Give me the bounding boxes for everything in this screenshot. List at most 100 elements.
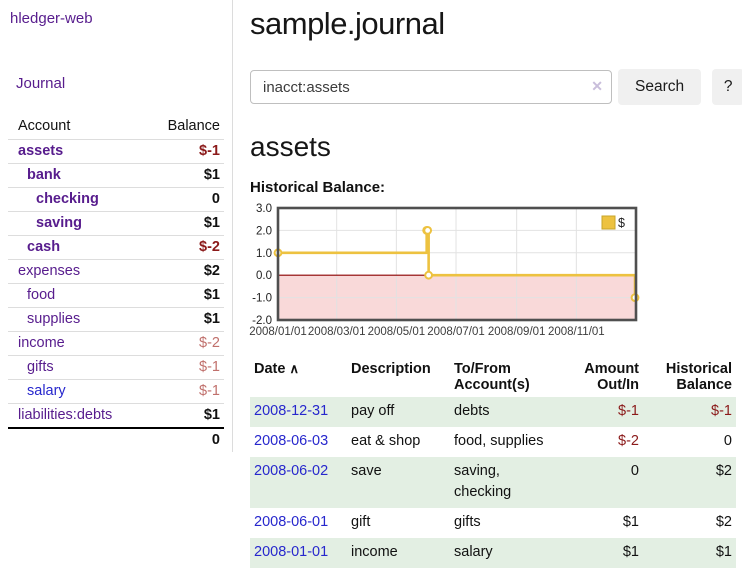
- account-row: expenses $2: [8, 259, 224, 284]
- x-axis-tick-label: 2008/01/01: [249, 326, 307, 338]
- data-point-marker: [423, 226, 433, 235]
- transaction-description: eat & shop: [351, 433, 421, 450]
- account-balance: $-1: [140, 139, 224, 164]
- sidebar-item-journal[interactable]: Journal: [16, 75, 66, 92]
- transaction-description: income: [347, 538, 450, 569]
- account-link[interactable]: gifts: [27, 359, 54, 375]
- search-input[interactable]: [250, 70, 612, 104]
- chart-x-axis-labels: 2008/01/01 2008/03/01 2008/05/01 2008/07/01…: [249, 326, 648, 341]
- transaction-balance: $-1: [643, 397, 736, 428]
- transaction-description: save: [347, 457, 450, 509]
- transaction-balance: $2: [643, 457, 736, 509]
- accounts-header-balance: Balance: [167, 118, 220, 134]
- account-link[interactable]: liabilities:debts: [18, 407, 113, 423]
- transaction-date-link[interactable]: 2008-06-03: [254, 433, 329, 450]
- account-row: bank $1: [8, 163, 224, 188]
- account-balance: $-2: [140, 331, 224, 356]
- search-form: ✕ Search ?: [250, 69, 742, 105]
- transaction-amount: $-2: [618, 433, 639, 450]
- account-link[interactable]: bank: [27, 167, 61, 183]
- brand-link[interactable]: hledger-web: [10, 10, 93, 27]
- register-header-accounts: To/From Account(s): [454, 361, 530, 393]
- account-balance: $1: [140, 403, 224, 428]
- chart-canvas: 3.0 2.0 1.0 0.0 -1.0 -2.0 $: [252, 203, 640, 327]
- account-row: saving $1: [8, 211, 224, 236]
- x-axis-tick-label: 2008/07/01: [427, 326, 485, 338]
- account-balance: 0: [140, 187, 224, 212]
- account-link[interactable]: checking: [36, 191, 99, 207]
- clear-search-icon[interactable]: ✕: [591, 78, 603, 94]
- register-row: 2008-01-01 income salary $1 $1: [250, 538, 736, 569]
- y-axis-tick-label: 1.0: [256, 248, 272, 260]
- transaction-accounts: food, supplies: [454, 433, 544, 450]
- transaction-description: pay off: [347, 397, 450, 428]
- transaction-amount: $1: [622, 514, 639, 531]
- y-axis-tick-label: -2.0: [252, 315, 272, 327]
- account-row: checking 0: [8, 187, 224, 212]
- transaction-accounts: gifts: [454, 514, 481, 531]
- plot-border: [276, 206, 638, 322]
- account-link[interactable]: income: [18, 335, 65, 351]
- transaction-accounts: debts: [450, 397, 566, 428]
- help-button[interactable]: ?: [712, 69, 742, 105]
- sidebar: hledger-web Journal Account Balance asse…: [0, 0, 233, 452]
- account-balance: $1: [140, 307, 224, 332]
- transaction-balance: $2: [715, 514, 732, 531]
- y-axis-tick-label: 2.0: [256, 225, 272, 237]
- transaction-date-link[interactable]: 2008-06-01: [254, 514, 329, 531]
- accounts-table: Account Balance assets $-1 bank $1 checking 0…: [8, 114, 224, 452]
- register-header-balance: Historical Balance: [665, 361, 732, 393]
- data-point-marker: [424, 270, 434, 280]
- register-table: Date ∧ Description To/From Account(s) Amo…: [250, 359, 736, 569]
- account-row: salary $-1: [8, 379, 224, 404]
- account-link[interactable]: expenses: [18, 263, 81, 279]
- account-link[interactable]: salary: [27, 383, 66, 399]
- account-row: food $1: [8, 283, 224, 308]
- accounts-header-account: Account: [18, 118, 71, 134]
- account-heading: assets: [250, 131, 331, 162]
- register-row: 2008-12-31 pay off debts $-1 $-1: [250, 397, 736, 428]
- account-balance: $2: [140, 259, 224, 284]
- y-axis-tick-label: 3.0: [256, 203, 272, 215]
- account-balance: $-1: [140, 355, 224, 380]
- transaction-date-link[interactable]: 2008-01-01: [254, 544, 329, 561]
- legend-swatch: [601, 215, 616, 230]
- account-row: income $-2: [8, 331, 224, 356]
- account-balance: $-1: [140, 379, 224, 404]
- account-link[interactable]: cash: [27, 239, 61, 255]
- x-axis-tick-label: 2008/11/01: [547, 326, 605, 338]
- register-header-date[interactable]: Date ∧: [254, 361, 299, 377]
- register-header-amount: Amount Out/In: [584, 361, 639, 393]
- account-link[interactable]: assets: [18, 143, 64, 159]
- transaction-amount: $1: [566, 538, 643, 569]
- account-row: gifts $-1: [8, 355, 224, 380]
- historical-balance-chart[interactable]: 3.0 2.0 1.0 0.0 -1.0 -2.0 $ 2008/01/01 2008/03/…: [249, 203, 648, 341]
- account-row: liabilities:debts $1: [8, 403, 224, 428]
- account-balance: $1: [140, 283, 224, 308]
- account-link[interactable]: supplies: [27, 311, 81, 327]
- account-balance: $-2: [140, 235, 224, 260]
- main-content: sample.journal ✕ Search ? assets Histori…: [233, 0, 742, 582]
- page-title: sample.journal: [250, 6, 445, 41]
- transaction-amount: 0: [566, 457, 643, 509]
- register-row: 2008-06-03 eat & shop food, supplies $-2 0: [250, 427, 736, 457]
- sort-asc-icon: ∧: [289, 361, 299, 376]
- account-link[interactable]: food: [27, 287, 56, 303]
- transaction-balance: $1: [643, 538, 736, 569]
- y-axis-tick-label: -1.0: [252, 293, 272, 305]
- account-balance: $1: [140, 211, 224, 236]
- search-box: ✕: [250, 70, 612, 104]
- transaction-balance: 0: [723, 433, 732, 450]
- y-axis-tick-label: 0.0: [256, 270, 272, 282]
- transaction-date-link[interactable]: 2008-12-31: [254, 403, 329, 419]
- account-row: assets $-1: [8, 139, 224, 164]
- account-link[interactable]: saving: [36, 215, 82, 231]
- register-row: 2008-06-01 gift gifts $1 $2: [250, 508, 736, 538]
- register-header-description: Description: [351, 361, 431, 377]
- transaction-date-link[interactable]: 2008-06-02: [254, 463, 329, 480]
- search-button[interactable]: Search: [618, 69, 702, 105]
- x-axis-tick-label: 2008/03/01: [307, 326, 366, 338]
- account-row: cash $-2: [8, 235, 224, 260]
- accounts-total-row: 0: [8, 427, 224, 452]
